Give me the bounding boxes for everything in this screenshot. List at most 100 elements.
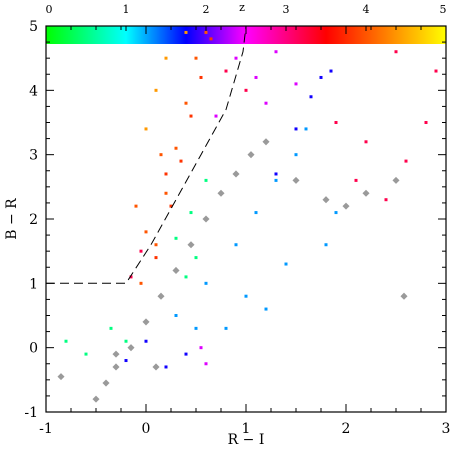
- data-point: [174, 146, 178, 150]
- data-point: [274, 172, 278, 176]
- gray-point: [112, 350, 120, 358]
- data-point: [294, 153, 298, 157]
- data-point: [189, 211, 193, 215]
- data-point: [204, 362, 208, 366]
- data-point: [394, 50, 398, 54]
- data-point: [274, 50, 278, 54]
- data-point: [364, 140, 368, 144]
- data-point: [179, 159, 183, 163]
- data-point: [224, 69, 228, 73]
- data-point: [129, 275, 133, 279]
- data-point: [194, 326, 198, 330]
- gray-point: [247, 151, 255, 159]
- gray-point: [152, 363, 160, 371]
- colorbar-label: z: [239, 1, 245, 14]
- x-tick-label: 3: [442, 421, 451, 437]
- gray-point: [187, 241, 195, 249]
- gray-point: [362, 189, 370, 197]
- data-point: [194, 256, 198, 260]
- data-point: [184, 352, 188, 356]
- gray-point: [127, 344, 135, 352]
- colorbar-tick-label: 4: [363, 3, 370, 16]
- data-point: [354, 178, 358, 182]
- data-point: [384, 198, 388, 202]
- data-point: [284, 262, 288, 266]
- y-tick-label: 3: [29, 148, 38, 164]
- y-tick-label: 5: [29, 19, 38, 35]
- gray-point: [292, 176, 300, 184]
- data-point: [264, 307, 268, 311]
- data-point: [199, 75, 203, 79]
- gray-point: [262, 138, 270, 146]
- plot-frame: [45, 25, 447, 413]
- gray-point: [112, 363, 120, 371]
- x-axis-label: R − I: [228, 432, 265, 448]
- gray-point: [142, 318, 150, 326]
- y-tick-label: 2: [29, 212, 38, 228]
- gray-point: [202, 215, 210, 223]
- colorbar: 0 1 2 3 4 5 z: [45, 1, 447, 44]
- data-point: [274, 178, 278, 182]
- data-point: [194, 56, 198, 60]
- y-axis: -1 0 1 2 3 4 5: [24, 19, 446, 421]
- data-point: [184, 275, 188, 279]
- data-point: [209, 37, 213, 41]
- y-tick-label: 4: [29, 83, 38, 99]
- data-point: [154, 256, 158, 260]
- data-point: [294, 82, 298, 86]
- data-point: [294, 127, 298, 131]
- colorbar-tick-label: 5: [440, 3, 447, 16]
- selection-boundary: [46, 26, 247, 284]
- data-point: [224, 326, 228, 330]
- gray-point: [217, 189, 225, 197]
- y-axis-label: B − R: [4, 198, 20, 240]
- data-point: [234, 56, 238, 60]
- data-point: [184, 30, 188, 34]
- data-point: [184, 101, 188, 105]
- data-point: [124, 339, 128, 343]
- data-point: [134, 204, 138, 208]
- data-point: [154, 243, 158, 247]
- colorbar-tick-label: 0: [46, 3, 53, 16]
- data-point: [169, 204, 173, 208]
- data-point: [244, 294, 248, 298]
- data-point: [124, 359, 128, 363]
- data-point: [404, 159, 408, 163]
- data-point: [139, 281, 143, 285]
- data-point: [324, 243, 328, 247]
- data-point: [254, 75, 258, 79]
- data-point: [189, 114, 193, 118]
- data-point: [329, 69, 333, 73]
- data-point: [139, 249, 143, 253]
- colorbar-tick-label: 2: [203, 3, 210, 16]
- gray-point: [92, 395, 100, 403]
- data-point: [214, 114, 218, 118]
- data-points: [64, 30, 438, 369]
- gray-point: [322, 196, 330, 204]
- data-point: [159, 153, 163, 157]
- data-point: [204, 30, 208, 34]
- gray-point: [342, 202, 350, 210]
- gray-points: [57, 138, 408, 403]
- data-point: [204, 178, 208, 182]
- data-point: [164, 56, 168, 60]
- gray-point: [172, 266, 180, 275]
- data-point: [434, 69, 438, 73]
- data-point: [199, 346, 203, 350]
- data-point: [424, 121, 428, 124]
- data-point: [244, 88, 248, 92]
- x-tick-label: 0: [142, 421, 151, 437]
- data-point: [204, 281, 208, 285]
- gray-point: [57, 373, 65, 381]
- x-tick-label: -1: [39, 421, 53, 437]
- data-point: [164, 365, 168, 369]
- x-tick-label: 2: [342, 421, 351, 437]
- data-point: [164, 172, 168, 176]
- data-point: [334, 211, 338, 215]
- data-point: [174, 236, 178, 240]
- data-point: [264, 101, 268, 105]
- y-tick-label: 0: [29, 341, 38, 357]
- data-point: [164, 191, 168, 195]
- y-tick-label: 1: [29, 276, 38, 292]
